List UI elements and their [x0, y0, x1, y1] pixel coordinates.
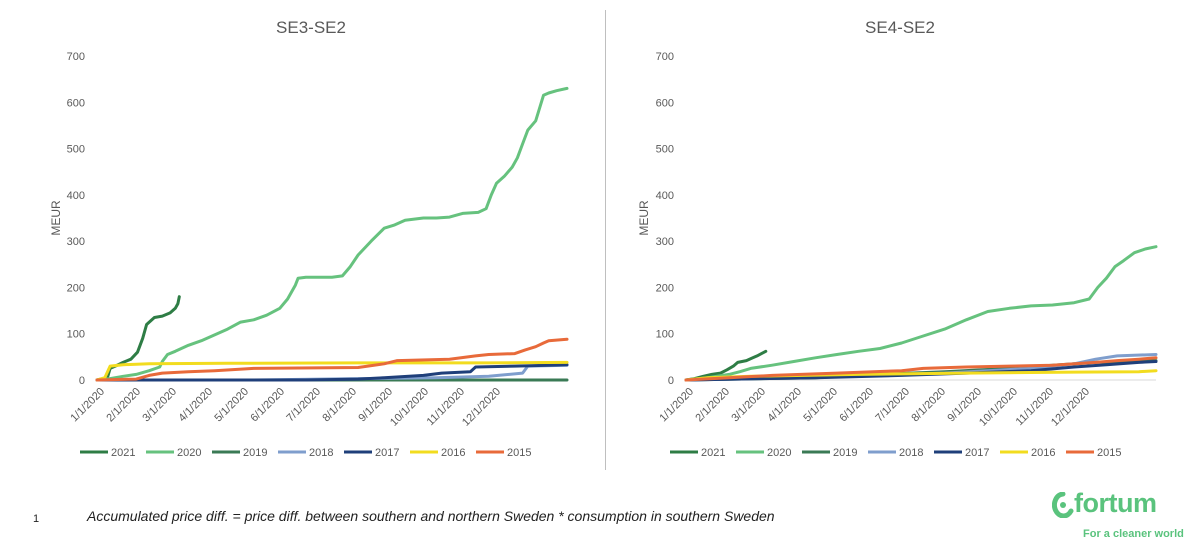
- legend-label-2016: 2016: [441, 447, 465, 459]
- chart-title: SE4-SE2: [865, 18, 935, 37]
- legend-label-2016: 2016: [1031, 447, 1055, 459]
- x-tick-label: 8/1/2020: [320, 386, 359, 425]
- y-axis-label: MEUR: [49, 200, 63, 236]
- logo-wordmark: fortum: [1074, 488, 1157, 518]
- x-tick-label: 2/1/2020: [693, 386, 732, 425]
- y-tick-label: 700: [67, 51, 85, 63]
- fortum-logo: fortum For a cleaner world: [1052, 488, 1184, 548]
- y-tick-label: 100: [656, 329, 674, 341]
- x-tick-label: 6/1/2020: [248, 386, 287, 425]
- fortum-logo-mark-icon: [1052, 492, 1074, 518]
- y-tick-label: 700: [656, 51, 674, 63]
- series-line-2016: [95, 360, 569, 382]
- x-tick-label: 5/1/2020: [212, 386, 251, 425]
- y-tick-label: 200: [67, 282, 85, 294]
- legend-label-2019: 2019: [833, 447, 857, 459]
- x-tick-label: 1/1/2020: [657, 386, 696, 425]
- legend-label-2020: 2020: [177, 447, 201, 459]
- y-tick-label: 500: [67, 144, 85, 156]
- x-tick-label: 1/1/2020: [68, 386, 107, 425]
- y-tick-label: 600: [656, 97, 674, 109]
- series-line-2021: [684, 349, 768, 382]
- x-tick-label: 12/1/2020: [460, 386, 503, 429]
- x-tick-label: 5/1/2020: [801, 386, 840, 425]
- x-tick-label: 4/1/2020: [765, 386, 804, 425]
- logo-tagline: For a cleaner world: [1083, 528, 1184, 540]
- chart-title: SE3-SE2: [276, 18, 346, 37]
- legend-label-2018: 2018: [899, 447, 923, 459]
- y-axis-label: MEUR: [637, 200, 651, 236]
- legend-label-2020: 2020: [767, 447, 791, 459]
- series-line-2017: [684, 360, 1158, 382]
- series-line-2017: [95, 363, 569, 382]
- x-tick-label: 10/1/2020: [388, 386, 431, 429]
- series-line-2015: [95, 337, 569, 382]
- legend-label-2017: 2017: [965, 447, 989, 459]
- x-tick-label: 7/1/2020: [284, 386, 323, 425]
- y-tick-label: 600: [67, 97, 85, 109]
- series-line-2020: [95, 86, 569, 382]
- x-tick-label: 7/1/2020: [873, 386, 912, 425]
- legend-label-2015: 2015: [507, 447, 531, 459]
- y-tick-label: 100: [67, 329, 85, 341]
- legend-label-2019: 2019: [243, 447, 267, 459]
- x-tick-label: 12/1/2020: [1049, 386, 1092, 429]
- y-tick-label: 400: [67, 190, 85, 202]
- y-tick-label: 500: [656, 144, 674, 156]
- charts-canvas: SE3-SE2 0 100 200 300 400 500 600 700 MEUR 1/1/202…: [49, 18, 1158, 459]
- legend-label-2015: 2015: [1097, 447, 1121, 459]
- footnote-text: Accumulated price diff. = price diff. be…: [87, 508, 775, 524]
- legend-label-2021: 2021: [701, 447, 725, 459]
- series-line-2020: [684, 245, 1158, 382]
- x-tick-label: 4/1/2020: [176, 386, 215, 425]
- y-tick-label: 300: [656, 236, 674, 248]
- x-tick-label: 2/1/2020: [104, 386, 143, 425]
- series-line-2015: [684, 356, 1158, 382]
- y-tick-label: 400: [656, 190, 674, 202]
- legend-label-2021: 2021: [111, 447, 135, 459]
- series-line-2021: [95, 295, 181, 382]
- chart-divider: [605, 10, 606, 470]
- legend-label-2017: 2017: [375, 447, 399, 459]
- x-tick-label: 3/1/2020: [140, 386, 179, 425]
- y-tick-label: 300: [67, 236, 85, 248]
- y-tick-label: 0: [668, 375, 674, 387]
- x-tick-label: 10/1/2020: [977, 386, 1020, 429]
- x-tick-label: 6/1/2020: [837, 386, 876, 425]
- x-tick-label: 3/1/2020: [729, 386, 768, 425]
- page-number: 1: [33, 513, 40, 525]
- y-tick-label: 0: [79, 375, 85, 387]
- y-tick-label: 200: [656, 282, 674, 294]
- legend-label-2018: 2018: [309, 447, 333, 459]
- x-tick-label: 8/1/2020: [909, 386, 948, 425]
